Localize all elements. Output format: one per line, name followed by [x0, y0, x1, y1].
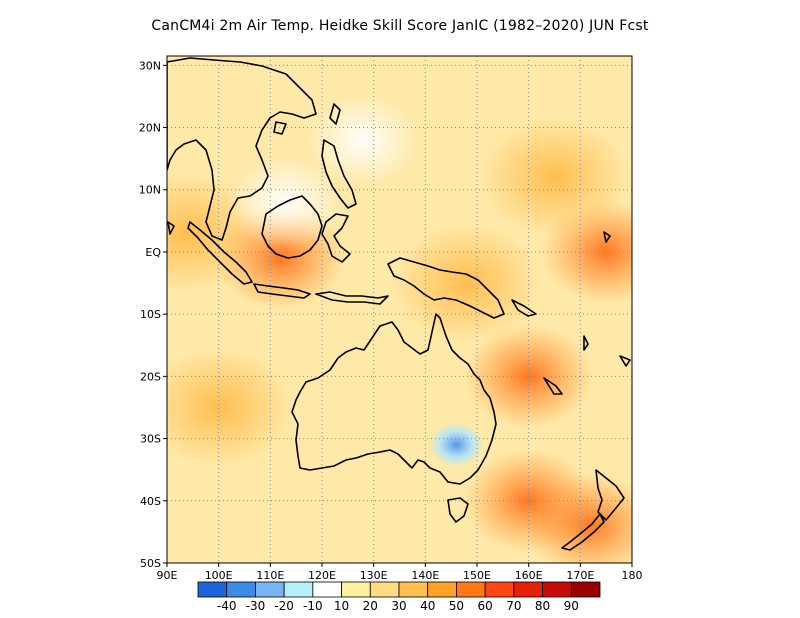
skill-blob-philippine-sea	[305, 93, 421, 186]
lon-label: 150E	[463, 569, 491, 582]
lat-label: 50S	[140, 557, 161, 570]
lat-label: 30S	[140, 433, 161, 446]
colorbar-swatch	[513, 581, 543, 598]
longitude-labels: 90E 100E 110E 120E 130E 140E 150E 160E 170E 180	[157, 563, 643, 582]
colorbar-swatch	[312, 581, 342, 598]
map-title: CanCM4i 2m Air Temp. Heidke Skill Score …	[151, 18, 649, 34]
lon-label: 160E	[515, 569, 543, 582]
colorbar-label: 10	[334, 599, 349, 613]
nz-north-island-coastline	[595, 469, 625, 521]
colorbar: -40 -30 -20 -10 10 20 30 40 50 60 70 80 90	[197, 581, 601, 613]
grid-lines	[167, 56, 632, 563]
skill-blob-east-aus-negative	[428, 422, 484, 467]
colorbar-swatch	[456, 581, 486, 598]
colorbar-label: 20	[363, 599, 378, 613]
lat-label: 20S	[140, 370, 161, 383]
colorbar-label: -10	[303, 599, 323, 613]
pacific-islands-coastline	[603, 231, 611, 243]
fiji-coastline	[619, 355, 631, 367]
lon-label: 90E	[157, 569, 178, 582]
lat-label: 10N	[139, 184, 161, 197]
lon-label: 110E	[256, 569, 284, 582]
colorbar-swatch	[255, 581, 285, 598]
lon-label: 100E	[205, 569, 233, 582]
skill-shading	[167, 56, 632, 563]
colorbar-label: 90	[564, 599, 579, 613]
plot-frame	[166, 55, 633, 564]
colorbar-swatch	[427, 581, 457, 598]
colorbar-swatch	[398, 581, 429, 598]
colorbar-swatch	[542, 581, 572, 598]
colorbar-swatch	[484, 581, 515, 598]
lat-label: EQ	[145, 246, 161, 259]
java-coastline	[253, 283, 311, 299]
colorbar-label: 70	[506, 599, 521, 613]
colorbar-swatch	[341, 581, 371, 598]
colorbar-label: -30	[246, 599, 266, 613]
skill-blob-nz-region	[525, 473, 632, 563]
vanuatu-coastline	[583, 335, 589, 351]
colorbar-swatch	[197, 581, 228, 598]
colorbar-label: 50	[449, 599, 464, 613]
australia-coastline	[291, 313, 497, 485]
lesser-sunda-coastline	[315, 291, 389, 305]
colorbar-label: -20	[274, 599, 294, 613]
lon-label: 130E	[360, 569, 388, 582]
tasmania-coastline	[447, 497, 469, 523]
skill-blob-indian-ocean-south	[167, 347, 294, 468]
lat-label: 40S	[140, 495, 161, 508]
hainan-coastline	[273, 121, 287, 135]
latitude-labels: 30N 20N 10N EQ 10S 20S 30S 40S 50S	[139, 59, 167, 570]
colorbar-swatch	[570, 581, 601, 598]
lat-label: 30N	[139, 59, 161, 72]
colorbar-swatch	[226, 581, 256, 598]
lon-label: 170E	[566, 569, 594, 582]
new-guinea-coastline	[387, 257, 505, 319]
mainland-asia-coastline	[167, 57, 317, 241]
lon-label: 120E	[308, 569, 336, 582]
colorbar-label: 30	[391, 599, 406, 613]
sri-lanka-coastline	[167, 221, 175, 235]
philippines-coastline	[321, 139, 357, 209]
colorbar-swatch	[283, 581, 314, 598]
nz-south-island-coastline	[561, 513, 605, 551]
lat-label: 10S	[140, 308, 161, 321]
coastlines	[167, 57, 631, 551]
colorbar-swatch	[369, 581, 400, 598]
sumatra-coastline	[187, 221, 253, 285]
taiwan-coastline	[329, 103, 341, 125]
borneo-coastline	[261, 195, 323, 259]
colorbar-label: -40	[217, 599, 237, 613]
new-caledonia-coastline	[543, 377, 563, 395]
colorbar-label: 40	[420, 599, 435, 613]
skill-blob-pacific-north	[479, 117, 630, 238]
colorbar-label: 60	[478, 599, 493, 613]
lat-label: 20N	[139, 122, 161, 135]
colorbar-label: 80	[535, 599, 550, 613]
lon-label: 140E	[411, 569, 439, 582]
solomon-islands-coastline	[511, 299, 537, 317]
lon-label: 180	[622, 569, 643, 582]
sulawesi-coastline	[321, 213, 351, 263]
